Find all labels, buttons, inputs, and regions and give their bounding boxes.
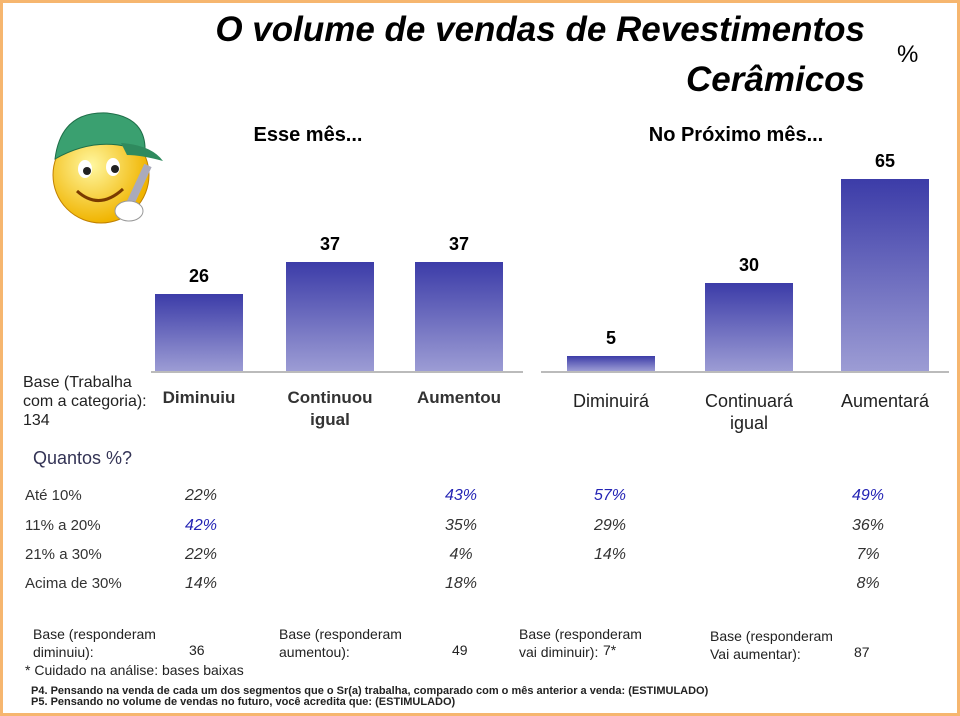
bar <box>155 294 243 371</box>
category-label: Aumentará <box>840 391 930 411</box>
caution-note: * Cuidado na análise: bases baixas <box>25 662 244 678</box>
table-cell: 8% <box>856 575 880 592</box>
category-label: Aumentou <box>416 388 502 407</box>
unit: % <box>897 41 919 68</box>
table-cell: 14% <box>184 575 218 592</box>
bar <box>705 282 793 371</box>
baseline <box>151 371 523 373</box>
table-cell: 7% <box>856 546 880 563</box>
value-label: 5 <box>605 328 616 349</box>
base-label: Base (responderam aumentou): <box>279 626 402 660</box>
table-cell: 36% <box>851 517 885 534</box>
mascot-icon <box>52 112 163 224</box>
base-value: 49 <box>452 642 468 658</box>
row-label: Acima de 30% <box>25 575 122 592</box>
value-label: 37 <box>448 233 470 254</box>
table-cell: 35% <box>444 517 478 534</box>
base-value: 87 <box>854 644 870 660</box>
chart-title: No Próximo mês... <box>648 124 824 146</box>
table-cell: 49% <box>851 487 885 504</box>
base-label: Base (responderam Vai aumentar): <box>710 628 833 662</box>
footnote: P4. Pensando na venda de cada um dos seg… <box>31 685 709 697</box>
value-label: 65 <box>874 151 896 172</box>
table-cell: 14% <box>593 546 627 563</box>
row-label: 21% a 30% <box>25 546 102 563</box>
category-label: Diminuirá <box>572 391 650 411</box>
base-label: Base (responderam vai diminuir): <box>519 626 642 660</box>
value-label: 26 <box>188 266 210 287</box>
baseline <box>541 371 949 373</box>
bar <box>415 261 503 371</box>
value-label: 37 <box>319 233 341 254</box>
base-label: Base (responderam diminuiu): <box>33 626 156 660</box>
footnote: P5. Pensando no volume de vendas no futu… <box>31 696 456 708</box>
base-value: 7* <box>603 642 617 658</box>
base-value: 36 <box>189 642 205 658</box>
table-cell: 18% <box>444 575 478 592</box>
base-note: Base (Trabalha com a categoria): 134 <box>23 374 147 429</box>
table-cell: 22% <box>184 546 218 563</box>
table-cell: 57% <box>593 487 627 504</box>
table-cell: 43% <box>444 487 478 504</box>
bar <box>841 179 929 371</box>
title: O volume de vendas de Revestimentos Cerâ… <box>215 10 865 99</box>
category-label: Continuará igual <box>704 391 794 433</box>
category-label: Diminuiu <box>162 388 236 407</box>
value-label: 30 <box>738 254 760 275</box>
row-label: Até 10% <box>25 487 82 504</box>
bar <box>567 356 655 371</box>
table-cell: 22% <box>184 487 218 504</box>
chart-title: Esse mês... <box>253 124 363 146</box>
table-cell: 29% <box>593 517 627 534</box>
bar <box>286 261 374 371</box>
question: Quantos %? <box>33 448 133 468</box>
table-cell: 4% <box>449 546 473 563</box>
category-label: Continuou igual <box>287 388 373 429</box>
table-cell: 42% <box>184 517 218 534</box>
row-label: 11% a 20% <box>25 517 101 534</box>
